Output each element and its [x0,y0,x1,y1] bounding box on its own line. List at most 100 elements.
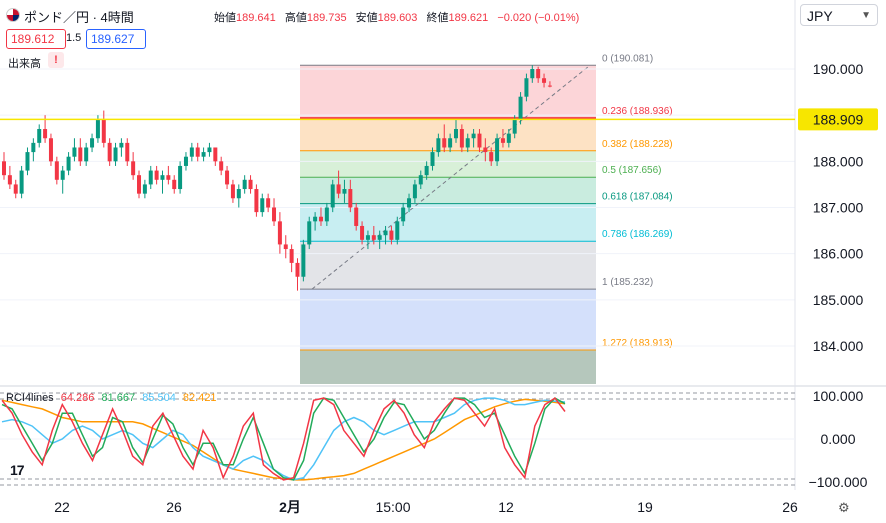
candle-body [495,138,500,162]
close-label: 終値 [426,12,449,24]
current-price-badge [798,108,878,131]
sell-button[interactable]: 189.612 [6,29,66,49]
time-tick-label: 19 [637,499,653,515]
currency-select[interactable]: JPY ▼ [800,4,878,26]
candle-body [131,161,136,176]
fib-trend-line [311,64,591,290]
candle-body [7,175,12,185]
candle-body [489,152,494,162]
rci-tick-label: 0.000 [820,431,855,447]
fib-zone [300,118,596,151]
candle-body [260,198,265,213]
rci-value-2: 81.667 [101,392,136,404]
buy-button[interactable]: 189.627 [86,29,146,49]
high-label: 高値 [284,12,307,24]
ohlc-readout: 始値189.641 高値189.735 安値189.603 終値189.621 … [214,9,579,25]
candle-body [436,138,441,153]
rci-pane: 100.000 0.000 −100.000 [0,388,868,490]
rci-legend[interactable]: RCI4lines 64.286 81.667 85.504 82.421 [6,392,221,404]
candle-body [19,170,24,194]
candle-body [424,165,429,176]
rci-tick-label: 100.000 [813,388,864,404]
candle-body [313,216,318,222]
candle-body [383,230,388,236]
fib-level-label: 0.618 (187.084) [602,192,673,203]
fib-level-label: 0.382 (188.228) [602,139,673,150]
gear-icon[interactable]: ⚙ [838,500,850,515]
rci-value-3: 85.504 [142,392,176,404]
candle-body [48,138,53,162]
candle-body [236,189,241,199]
candle-body [225,170,230,185]
candle-body [242,179,247,190]
candle-body [84,147,89,162]
candle-body [448,138,453,148]
fib-zone [300,65,596,119]
candle-body [371,235,376,240]
candle-body [289,249,294,263]
candle-body [137,175,142,194]
rci-tick-label: −100.000 [809,474,868,490]
price-axis[interactable]: 190.000189.000188.000187.000186.000185.0… [798,61,878,354]
candle-body [483,147,488,153]
candle-body [254,189,259,213]
time-tick-label: 2月 [279,499,301,515]
low-value: 189.603 [377,12,418,24]
open-label: 始値 [214,12,236,24]
candle-body [37,129,42,143]
candle-body [295,262,300,277]
candle-body [365,235,370,240]
candle-body [524,78,529,97]
symbol-title[interactable]: ポンド／円 · 4時間 [24,10,134,25]
candle-body [530,69,535,79]
volume-label[interactable]: 出来高 [8,58,41,70]
fib-zone [300,289,596,351]
low-label: 安値 [355,12,378,24]
candle-body [166,175,171,180]
candle-body [219,161,224,171]
candle-body [142,184,147,194]
gbp-jpy-flag-icon [6,8,20,22]
time-axis[interactable]: 22 26 2月 15:00 12 19 26 [54,499,798,515]
candle-body [518,96,523,120]
fib-level-label: 1.272 (183.913) [602,338,673,349]
candle-body [78,147,83,162]
fibonacci-retracement[interactable]: 0 (190.081) 0.236 (188.936) 0.382 (188.228… [300,53,673,384]
alert-icon[interactable]: ! [48,52,64,68]
chevron-down-icon: ▼ [861,10,871,21]
candle-body [31,142,36,153]
fib-level-label: 0.5 (187.656) [602,165,662,176]
candle-body [500,138,505,143]
rci-value-4: 82.421 [182,392,217,404]
candle-body [101,119,106,143]
candle-body [66,156,71,171]
candle-body [283,244,288,250]
candle-body [178,165,183,190]
candle-body [477,133,482,148]
candle-body [536,69,541,79]
time-tick-label: 12 [498,499,514,515]
candle-body [506,133,511,143]
candles [2,65,552,291]
candle-body [471,133,476,139]
tradingview-logo-icon[interactable]: 17 [10,462,25,478]
rci-series-4-line [1,398,566,481]
candle-body [54,161,59,180]
price-tick-label: 187.000 [813,200,864,216]
rci-value-1: 64.286 [60,392,95,404]
rci-title: RCI4lines [6,392,54,404]
candle-body [148,170,153,185]
candle-body [119,142,124,148]
fib-zone [300,150,596,178]
candle-body [389,230,394,240]
candle-body [542,78,547,83]
candle-body [107,142,112,162]
candle-body [418,175,423,185]
high-value: 189.735 [306,12,347,24]
candle-body [318,216,323,222]
price-tick-label: 184.000 [813,338,864,354]
time-tick-label: 15:00 [375,499,410,515]
candle-body [430,152,435,166]
candle-body [207,147,212,153]
